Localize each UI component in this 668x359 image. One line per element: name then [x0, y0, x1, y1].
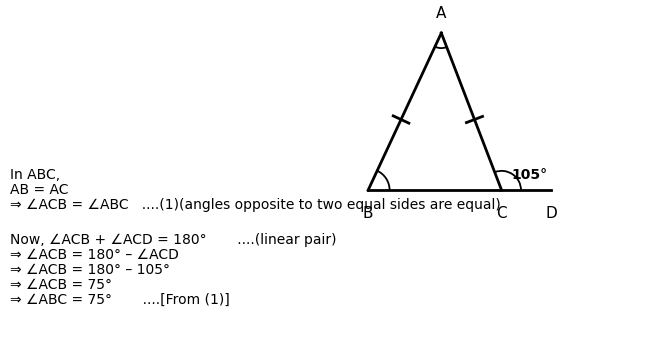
Text: In ABC,: In ABC,: [10, 168, 60, 182]
Text: C: C: [496, 206, 507, 222]
Text: ⇒ ∠ACB = ∠ABC   ....(1)(angles opposite to two equal sides are equal): ⇒ ∠ACB = ∠ABC ....(1)(angles opposite to…: [10, 198, 501, 212]
Text: ⇒ ∠ABC = 75°       ....[From (1)]: ⇒ ∠ABC = 75° ....[From (1)]: [10, 293, 230, 307]
Text: AB = AC: AB = AC: [10, 183, 69, 197]
Text: ⇒ ∠ACB = 180° – ∠ACD: ⇒ ∠ACB = 180° – ∠ACD: [10, 248, 179, 262]
Text: ⇒ ∠ACB = 180° – 105°: ⇒ ∠ACB = 180° – 105°: [10, 263, 170, 277]
Text: D: D: [545, 206, 557, 222]
Text: Now, ∠ACB + ∠ACD = 180°       ....(linear pair): Now, ∠ACB + ∠ACD = 180° ....(linear pair…: [10, 233, 337, 247]
Text: B: B: [363, 206, 373, 222]
Text: A: A: [436, 6, 446, 21]
Text: 105°: 105°: [511, 168, 548, 182]
Text: ⇒ ∠ACB = 75°: ⇒ ∠ACB = 75°: [10, 278, 112, 292]
